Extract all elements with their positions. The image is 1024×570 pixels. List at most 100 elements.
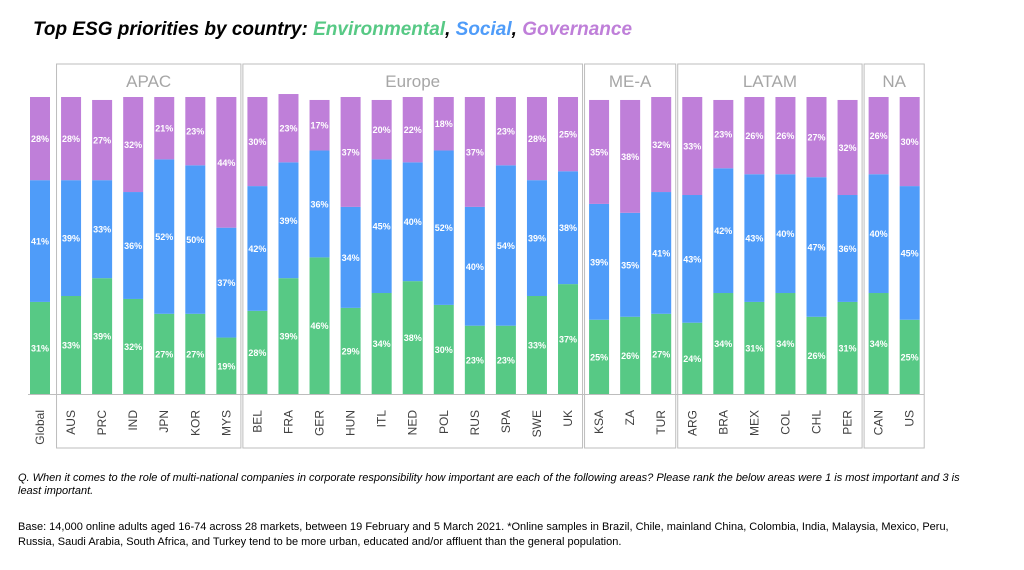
chart-title: Top ESG priorities by country: Environme… bbox=[33, 19, 632, 41]
stacked-bar-chart: APAC Europe ME-A LATAM NA 31% 41% 28% Global 33% 3… bbox=[28, 63, 925, 449]
bar-social-chl bbox=[806, 177, 827, 317]
bar-environmental-arg bbox=[682, 322, 703, 394]
data-label-social-prc: 33% bbox=[93, 225, 111, 235]
data-label-environmental-ger: 46% bbox=[311, 321, 329, 331]
bar-environmental-ind bbox=[123, 298, 144, 394]
bar-social-can bbox=[868, 174, 889, 294]
bar-social-arg bbox=[682, 195, 703, 323]
data-label-environmental-mys: 19% bbox=[217, 361, 235, 371]
bar-social-per bbox=[837, 195, 858, 302]
bar-environmental-prc bbox=[92, 278, 113, 394]
bar-social-rus bbox=[464, 206, 485, 326]
data-label-social-kor: 50% bbox=[186, 235, 204, 245]
data-label-governance-ger: 17% bbox=[311, 121, 329, 131]
bar-social-ger bbox=[309, 150, 330, 258]
bar-social-prc bbox=[92, 180, 113, 279]
data-label-governance-bra: 23% bbox=[714, 130, 732, 140]
bar-social-hun bbox=[340, 206, 361, 308]
category-label-us: US bbox=[903, 410, 917, 427]
bar-environmental-col bbox=[775, 293, 796, 394]
bar-governance-chl bbox=[806, 97, 827, 178]
category-label-pol: POL bbox=[437, 410, 451, 434]
bar-social-kor bbox=[185, 165, 206, 314]
bar-governance-ned bbox=[402, 97, 423, 163]
region-frame-europe bbox=[242, 63, 584, 449]
category-label-spa: SPA bbox=[499, 410, 513, 433]
data-label-social-mex: 43% bbox=[745, 234, 763, 244]
bar-governance-ger bbox=[309, 99, 330, 151]
data-label-social-jpn: 52% bbox=[155, 232, 173, 242]
title-governance: Governance bbox=[522, 19, 633, 40]
category-label-bra: BRA bbox=[716, 410, 730, 435]
bar-environmental-aus bbox=[61, 295, 82, 394]
category-label-per: PER bbox=[841, 410, 855, 435]
region-label-me-a: ME-A bbox=[609, 72, 652, 91]
bar-governance-hun bbox=[340, 97, 361, 207]
region-frame-na bbox=[863, 63, 925, 449]
data-label-social-chl: 47% bbox=[807, 242, 825, 252]
bar-governance-fra bbox=[278, 94, 299, 163]
data-label-environmental-ksa: 25% bbox=[590, 352, 608, 362]
bar-governance-bel bbox=[247, 97, 268, 187]
data-label-governance-swe: 28% bbox=[528, 134, 546, 144]
question-note: Q. When it comes to the role of multi-na… bbox=[18, 472, 960, 497]
bar-environmental-chl bbox=[806, 316, 827, 394]
bar-environmental-za bbox=[620, 316, 641, 394]
category-label-jpn: JPN bbox=[157, 410, 171, 433]
data-label-environmental-bra: 34% bbox=[714, 339, 732, 349]
category-label-za: ZA bbox=[623, 410, 637, 425]
bar-governance-us bbox=[899, 97, 920, 187]
data-label-social-col: 40% bbox=[776, 229, 794, 239]
data-label-environmental-arg: 24% bbox=[683, 354, 701, 364]
data-label-environmental-chl: 26% bbox=[807, 351, 825, 361]
bar-governance-kor bbox=[185, 97, 206, 166]
data-label-governance-prc: 27% bbox=[93, 136, 111, 146]
region-frame-latam bbox=[677, 63, 863, 449]
category-label-hun: HUN bbox=[344, 410, 358, 436]
bar-environmental-kor bbox=[185, 313, 206, 394]
bar-governance-itl bbox=[371, 99, 392, 160]
data-label-social-itl: 45% bbox=[373, 222, 391, 232]
data-label-environmental-swe: 33% bbox=[528, 340, 546, 350]
bar-governance-bra bbox=[713, 99, 734, 169]
bar-governance-ksa bbox=[589, 99, 610, 204]
category-label-ger: GER bbox=[313, 410, 327, 436]
category-label-col: COL bbox=[778, 410, 792, 435]
category-label-ksa: KSA bbox=[592, 410, 606, 434]
category-label-prc: PRC bbox=[95, 410, 109, 436]
data-label-environmental-can: 34% bbox=[870, 339, 888, 349]
bar-environmental-us bbox=[899, 319, 920, 394]
data-label-social-spa: 54% bbox=[497, 241, 515, 251]
data-label-environmental-hun: 29% bbox=[342, 346, 360, 356]
category-label-chl: CHL bbox=[810, 410, 824, 434]
region-frame-apac bbox=[56, 63, 242, 449]
title-separator-1: , bbox=[445, 19, 456, 40]
data-label-governance-can: 26% bbox=[870, 131, 888, 141]
bar-social-za bbox=[620, 212, 641, 317]
bar-governance-swe bbox=[526, 97, 547, 181]
category-label-itl: ITL bbox=[375, 410, 389, 428]
category-label-mys: MYS bbox=[219, 410, 233, 436]
data-label-social-ind: 36% bbox=[124, 241, 142, 251]
bar-environmental-global bbox=[30, 301, 50, 394]
data-label-environmental-global: 31% bbox=[31, 343, 49, 353]
data-label-social-pol: 52% bbox=[435, 223, 453, 233]
bar-social-pol bbox=[433, 150, 454, 305]
bar-environmental-mex bbox=[744, 301, 765, 394]
data-label-governance-us: 30% bbox=[901, 137, 919, 147]
category-label-bel: BEL bbox=[250, 410, 264, 433]
bar-environmental-can bbox=[868, 293, 889, 394]
bar-governance-za bbox=[620, 99, 641, 213]
data-label-governance-aus: 28% bbox=[62, 134, 80, 144]
bar-social-col bbox=[775, 174, 796, 294]
data-label-social-uk: 38% bbox=[559, 223, 577, 233]
data-label-governance-jpn: 21% bbox=[155, 124, 173, 134]
data-label-environmental-prc: 39% bbox=[93, 332, 111, 342]
data-label-governance-hun: 37% bbox=[342, 147, 360, 157]
data-label-environmental-ned: 38% bbox=[404, 333, 422, 343]
bar-social-ind bbox=[123, 192, 144, 299]
data-label-governance-spa: 23% bbox=[497, 127, 515, 137]
title-environmental: Environmental bbox=[313, 19, 446, 40]
bar-social-bel bbox=[247, 186, 268, 311]
data-label-social-za: 35% bbox=[621, 260, 639, 270]
